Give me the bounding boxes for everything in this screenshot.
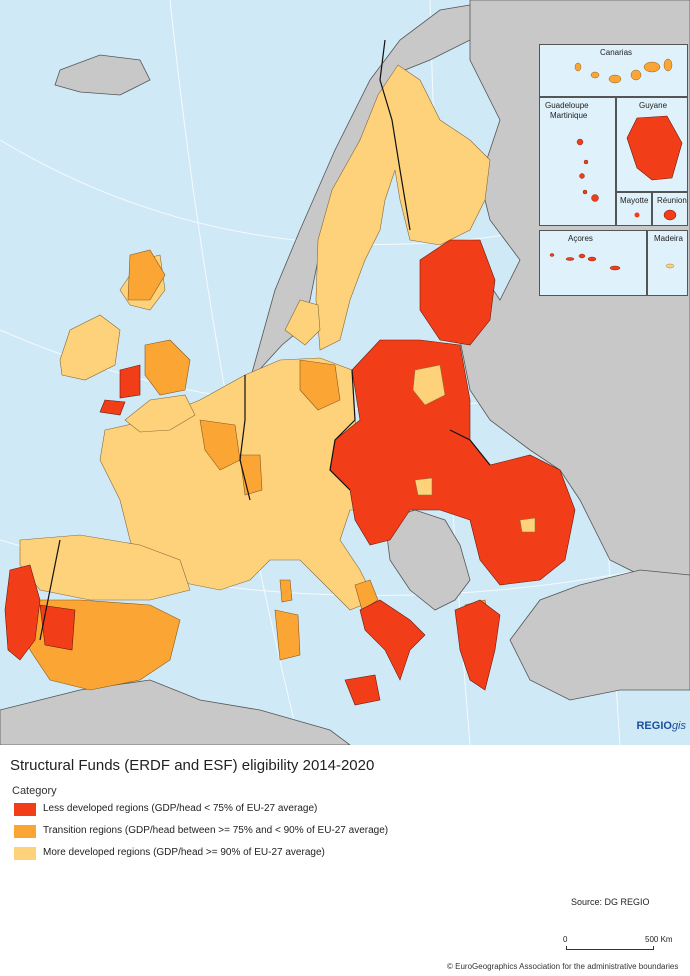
inset-label-reunion: Réunion bbox=[657, 196, 687, 205]
copyright-note: © EuroGeographics Association for the ad… bbox=[447, 962, 679, 971]
inset-label-madeira: Madeira bbox=[654, 234, 683, 243]
mayotte-island bbox=[634, 212, 640, 218]
madeira-islands bbox=[665, 263, 675, 269]
guadeloupe-martinique-islands bbox=[576, 138, 599, 202]
inset-madeira: Madeira bbox=[647, 230, 688, 296]
inset-label-guadeloupe: Guadeloupe bbox=[545, 101, 589, 110]
map-frame: Canarias Guadeloupe Martinique bbox=[0, 0, 690, 745]
scale-max-label: 500 Km bbox=[645, 935, 673, 944]
inset-mayotte: Mayotte bbox=[616, 192, 652, 226]
legend-swatch-transition bbox=[14, 825, 36, 838]
legend-label-less-developed: Less developed regions (GDP/head < 75% o… bbox=[43, 803, 318, 814]
national-borders bbox=[39, 39, 491, 641]
inset-canarias: Canarias bbox=[539, 44, 688, 97]
source-note: Source: DG REGIO bbox=[571, 897, 650, 907]
legend-label-transition: Transition regions (GDP/head between >= … bbox=[43, 825, 389, 836]
inset-reunion: Réunion bbox=[652, 192, 688, 226]
inset-guyane: Guyane bbox=[616, 97, 688, 192]
acores-islands bbox=[549, 253, 621, 271]
inset-acores: Açores bbox=[539, 230, 647, 296]
legend-heading: Category bbox=[12, 785, 57, 797]
less-developed-regions bbox=[4, 239, 576, 706]
regiogis-logo: REGIOgis bbox=[636, 720, 686, 732]
guyane-territory bbox=[626, 115, 683, 181]
inset-label-mayotte: Mayotte bbox=[620, 196, 649, 205]
inset-label-guyane: Guyane bbox=[639, 101, 668, 110]
inset-guadeloupe-martinique: Guadeloupe Martinique bbox=[539, 97, 616, 226]
canarias-islands bbox=[574, 58, 673, 84]
inset-label-canarias: Canarias bbox=[600, 48, 633, 57]
legend-label-more-developed: More developed regions (GDP/head >= 90% … bbox=[43, 847, 325, 858]
reunion-island bbox=[663, 209, 677, 221]
scale-bar bbox=[566, 946, 654, 950]
map-title: Structural Funds (ERDF and ESF) eligibil… bbox=[10, 757, 375, 774]
legend-swatch-more-developed bbox=[14, 847, 36, 860]
inset-label-acores: Açores bbox=[568, 234, 593, 243]
capital-regions bbox=[412, 364, 536, 533]
inset-label-martinique: Martinique bbox=[550, 111, 588, 120]
scale-zero-label: 0 bbox=[563, 935, 568, 944]
legend-swatch-less-developed bbox=[14, 803, 36, 816]
